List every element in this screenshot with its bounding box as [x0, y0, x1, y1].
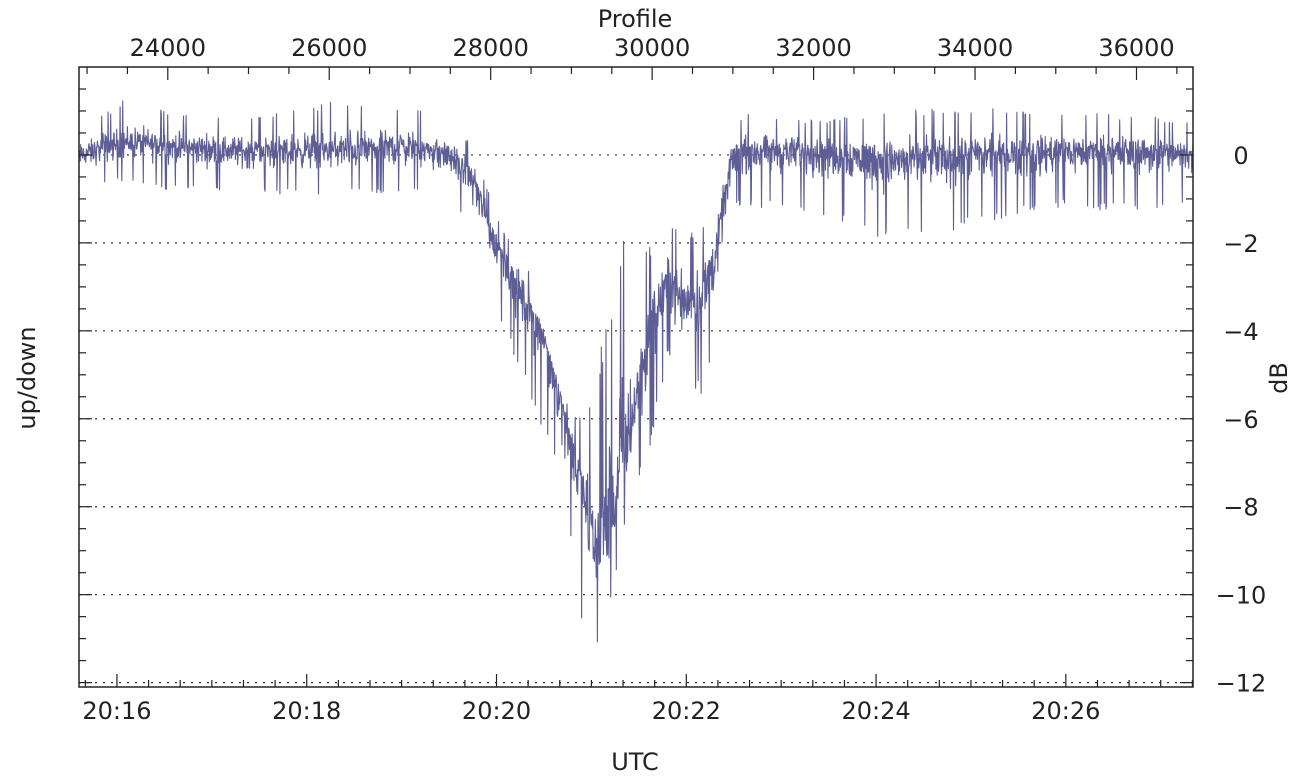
grid-lines [79, 154, 1193, 684]
tick-marks [79, 67, 1193, 687]
top-tick-label: 36000 [1098, 34, 1174, 62]
top-tick-label: 28000 [453, 34, 529, 62]
bottom-tick-label: 20:16 [82, 697, 151, 725]
series-line [78, 100, 1194, 643]
bottom-tick-label: 20:22 [652, 697, 721, 725]
top-tick-label: 34000 [937, 34, 1013, 62]
right-tick-label: −12 [1216, 670, 1267, 698]
left-axis-title: up/down [13, 326, 41, 429]
right-axis-title: dB [1265, 362, 1293, 394]
plot-frame [78, 66, 1194, 688]
bottom-tick-label: 20:20 [462, 697, 531, 725]
top-tick-label: 30000 [614, 34, 690, 62]
right-tick-label: −2 [1223, 230, 1258, 258]
bottom-axis-tick-labels: 20:16 20:18 20:20 20:22 20:24 20:26 [82, 697, 1100, 725]
top-tick-label: 24000 [130, 34, 206, 62]
bottom-axis-title: UTC [611, 748, 659, 776]
top-tick-label: 32000 [775, 34, 851, 62]
right-tick-label: −6 [1223, 406, 1258, 434]
right-tick-label: −10 [1216, 582, 1267, 610]
series-group [78, 100, 1194, 643]
right-tick-label: −4 [1223, 318, 1258, 346]
top-axis-title: Profile [598, 5, 673, 33]
right-tick-label: 0 [1233, 142, 1248, 170]
right-axis-tick-labels: 0 −2 −4 −6 −8 −10 −12 [1216, 142, 1267, 698]
bottom-tick-label: 20:26 [1031, 697, 1100, 725]
bottom-tick-label: 20:24 [841, 697, 910, 725]
right-tick-label: −8 [1223, 494, 1258, 522]
top-axis-tick-labels: 24000 26000 28000 30000 32000 34000 36000 [130, 34, 1175, 62]
bottom-tick-label: 20:18 [272, 697, 341, 725]
top-tick-label: 26000 [291, 34, 367, 62]
